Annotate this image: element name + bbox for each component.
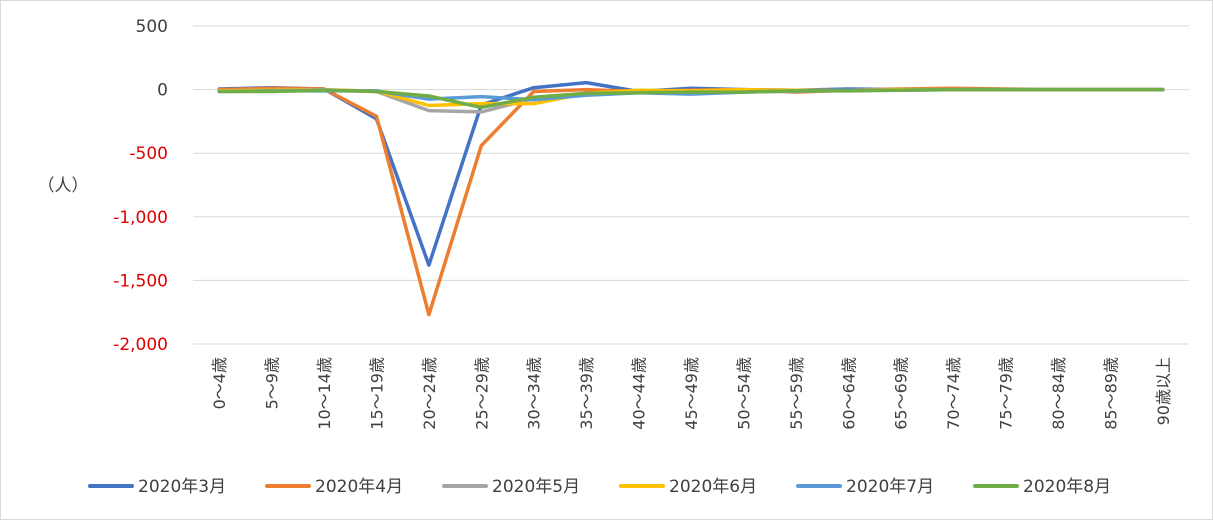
x-tick-label: 45～49歳	[682, 357, 701, 430]
y-tick-label: -1,500	[113, 271, 168, 291]
gridlines	[193, 25, 1189, 345]
legend-label: 2020年7月	[846, 477, 934, 497]
series-lines	[217, 80, 1165, 317]
x-axis-ticks: 0～4歳 5～9歳 10～14歳 15～19歳 20～24歳 25～29歳 30～34歳 35…	[210, 357, 1173, 430]
x-tick-label: 25～29歳	[472, 357, 491, 430]
legend-label: 2020年5月	[492, 477, 580, 497]
y-tick-label: 500	[136, 17, 168, 37]
y-tick-label: 0	[157, 81, 168, 101]
x-tick-label: 0～4歳	[210, 357, 229, 409]
x-tick-label: 65～69歳	[892, 357, 911, 430]
x-tick-label: 20～24歳	[420, 357, 439, 430]
x-tick-label: 5～9歳	[263, 357, 282, 409]
x-tick-label: 40～44歳	[630, 357, 649, 430]
x-tick-label: 70～74歳	[944, 357, 963, 430]
x-tick-label: 90歳以上	[1154, 357, 1173, 425]
legend: 2020年3月 2020年4月 2020年5月 2020年6月 2020年7月 2020年…	[88, 477, 1111, 497]
legend-label: 2020年4月	[315, 477, 403, 497]
y-axis-label: （人）	[38, 176, 89, 196]
y-tick-label: -2,000	[113, 335, 168, 355]
x-tick-label: 60～64歳	[839, 357, 858, 430]
legend-label: 2020年8月	[1023, 477, 1111, 497]
x-tick-label: 10～14歳	[315, 357, 334, 430]
x-tick-label: 50～54歳	[734, 357, 753, 430]
x-tick-label: 30～34歳	[525, 357, 544, 430]
x-tick-label: 75～79歳	[997, 357, 1016, 430]
legend-label: 2020年6月	[669, 477, 757, 497]
legend-label: 2020年3月	[138, 477, 226, 497]
y-tick-label: -1,000	[113, 208, 168, 228]
x-tick-label: 55～59歳	[787, 357, 806, 430]
series-line-6	[217, 87, 1165, 110]
x-tick-label: 80～84歳	[1049, 357, 1068, 430]
y-axis-ticks: 500 0 -500 -1,000 -1,500 -2,000	[113, 17, 168, 355]
x-tick-label: 85～89歳	[1101, 357, 1120, 430]
y-tick-label: -500	[129, 144, 168, 164]
x-tick-label: 15～19歳	[367, 357, 386, 430]
x-tick-label: 35～39歳	[577, 357, 596, 430]
